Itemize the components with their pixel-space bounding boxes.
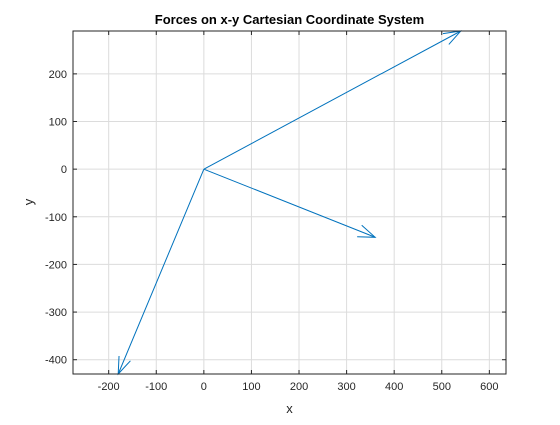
vector-2-arrowhead xyxy=(357,224,377,238)
vector-1-shaft xyxy=(203,30,462,170)
axes xyxy=(72,30,507,375)
y-tick-label: -300 xyxy=(45,307,67,319)
vector-3-shaft xyxy=(117,168,205,375)
x-tick-label: 0 xyxy=(201,381,207,393)
x-tick-label: 500 xyxy=(433,381,451,393)
y-tick-label: 0 xyxy=(61,164,67,176)
y-tick-label: -100 xyxy=(45,212,67,224)
y-tick-label: -200 xyxy=(45,259,67,271)
plot-frame xyxy=(72,30,507,375)
y-axis-label: y xyxy=(21,198,36,205)
x-axis-label: x xyxy=(286,401,293,416)
y-tick-label: 100 xyxy=(49,117,67,129)
y-tick-label: 200 xyxy=(49,69,67,81)
ticks: -200 -100 0 100 200 300 400 500 600 -400 -300 -200 -… xyxy=(45,31,506,393)
x-tick-label: 300 xyxy=(337,381,355,393)
x-tick-label: 100 xyxy=(242,381,260,393)
x-tick-label: 600 xyxy=(480,381,498,393)
grid xyxy=(73,31,506,374)
y-tick-label: -400 xyxy=(45,355,67,367)
x-tick-label: 200 xyxy=(290,381,308,393)
plot-area xyxy=(73,31,506,374)
vector-2-shaft xyxy=(203,168,376,238)
x-tick-label: 400 xyxy=(385,381,403,393)
chart-title: Forces on x-y Cartesian Coordinate Syste… xyxy=(155,12,424,27)
x-tick-label: -200 xyxy=(98,381,120,393)
x-tick-label: -100 xyxy=(145,381,167,393)
